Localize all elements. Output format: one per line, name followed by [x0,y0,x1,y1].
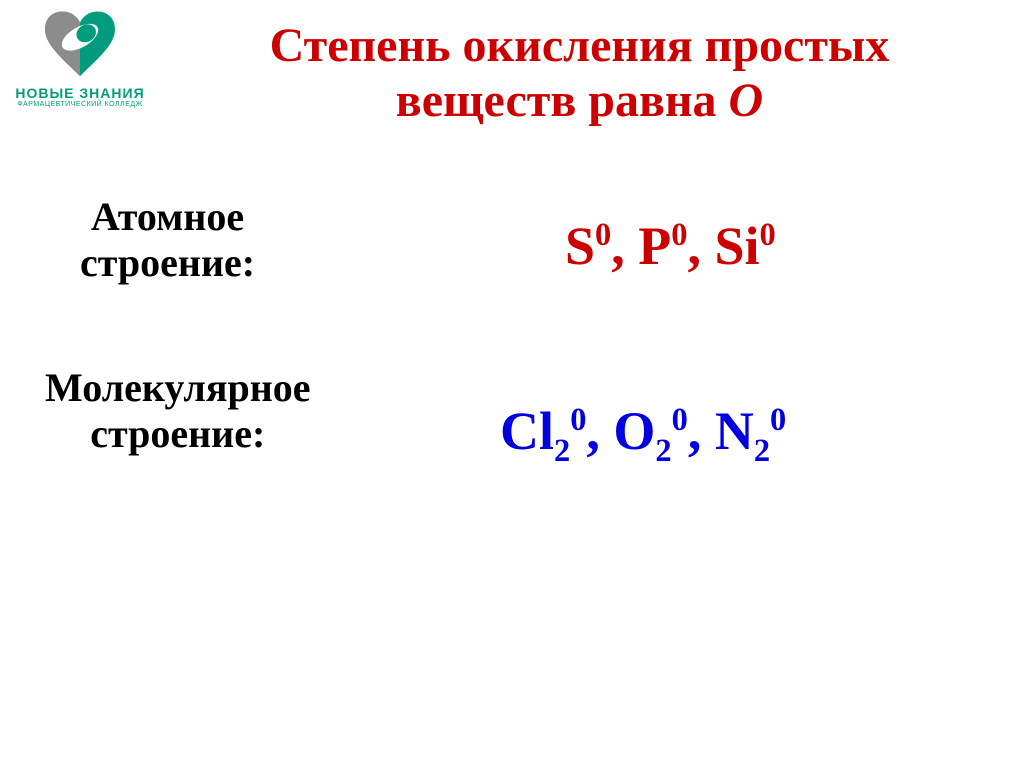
row2-label-line1: Молекулярное [45,365,311,410]
formula-item: Р0 [638,216,687,276]
molecular-structure-label: Молекулярное строение: [45,365,311,457]
formula-item: S0 [565,216,611,276]
formula-item: Cl20 [500,401,586,461]
molecular-structure-formula: Cl20, О20, N20 [500,400,786,470]
logo: НОВЫЕ ЗНАНИЯ ФАРМАЦЕВТИЧЕСКИЙ КОЛЛЕДЖ [10,10,150,108]
atomic-structure-formula: S0, Р0, Si0 [565,215,776,277]
title-line2b: О [729,74,764,127]
logo-text-main: НОВЫЕ ЗНАНИЯ [10,85,150,101]
logo-heart-icon [40,10,120,80]
slide-title: Степень окисления простых веществ равна … [155,18,1004,128]
formula-item: N20 [715,401,786,461]
title-line2a: веществ равна [396,74,729,127]
atomic-structure-label: Атомное строение: [80,194,255,286]
formula-item: О20 [613,401,687,461]
row1-label-line2: строение: [80,240,255,285]
logo-text-sub: ФАРМАЦЕВТИЧЕСКИЙ КОЛЛЕДЖ [10,101,150,108]
formula-item: Si0 [714,216,775,276]
row1-label-line1: Атомное [91,194,244,239]
title-line1: Степень окисления простых [270,19,890,72]
row2-label-line2: строение: [90,411,265,456]
